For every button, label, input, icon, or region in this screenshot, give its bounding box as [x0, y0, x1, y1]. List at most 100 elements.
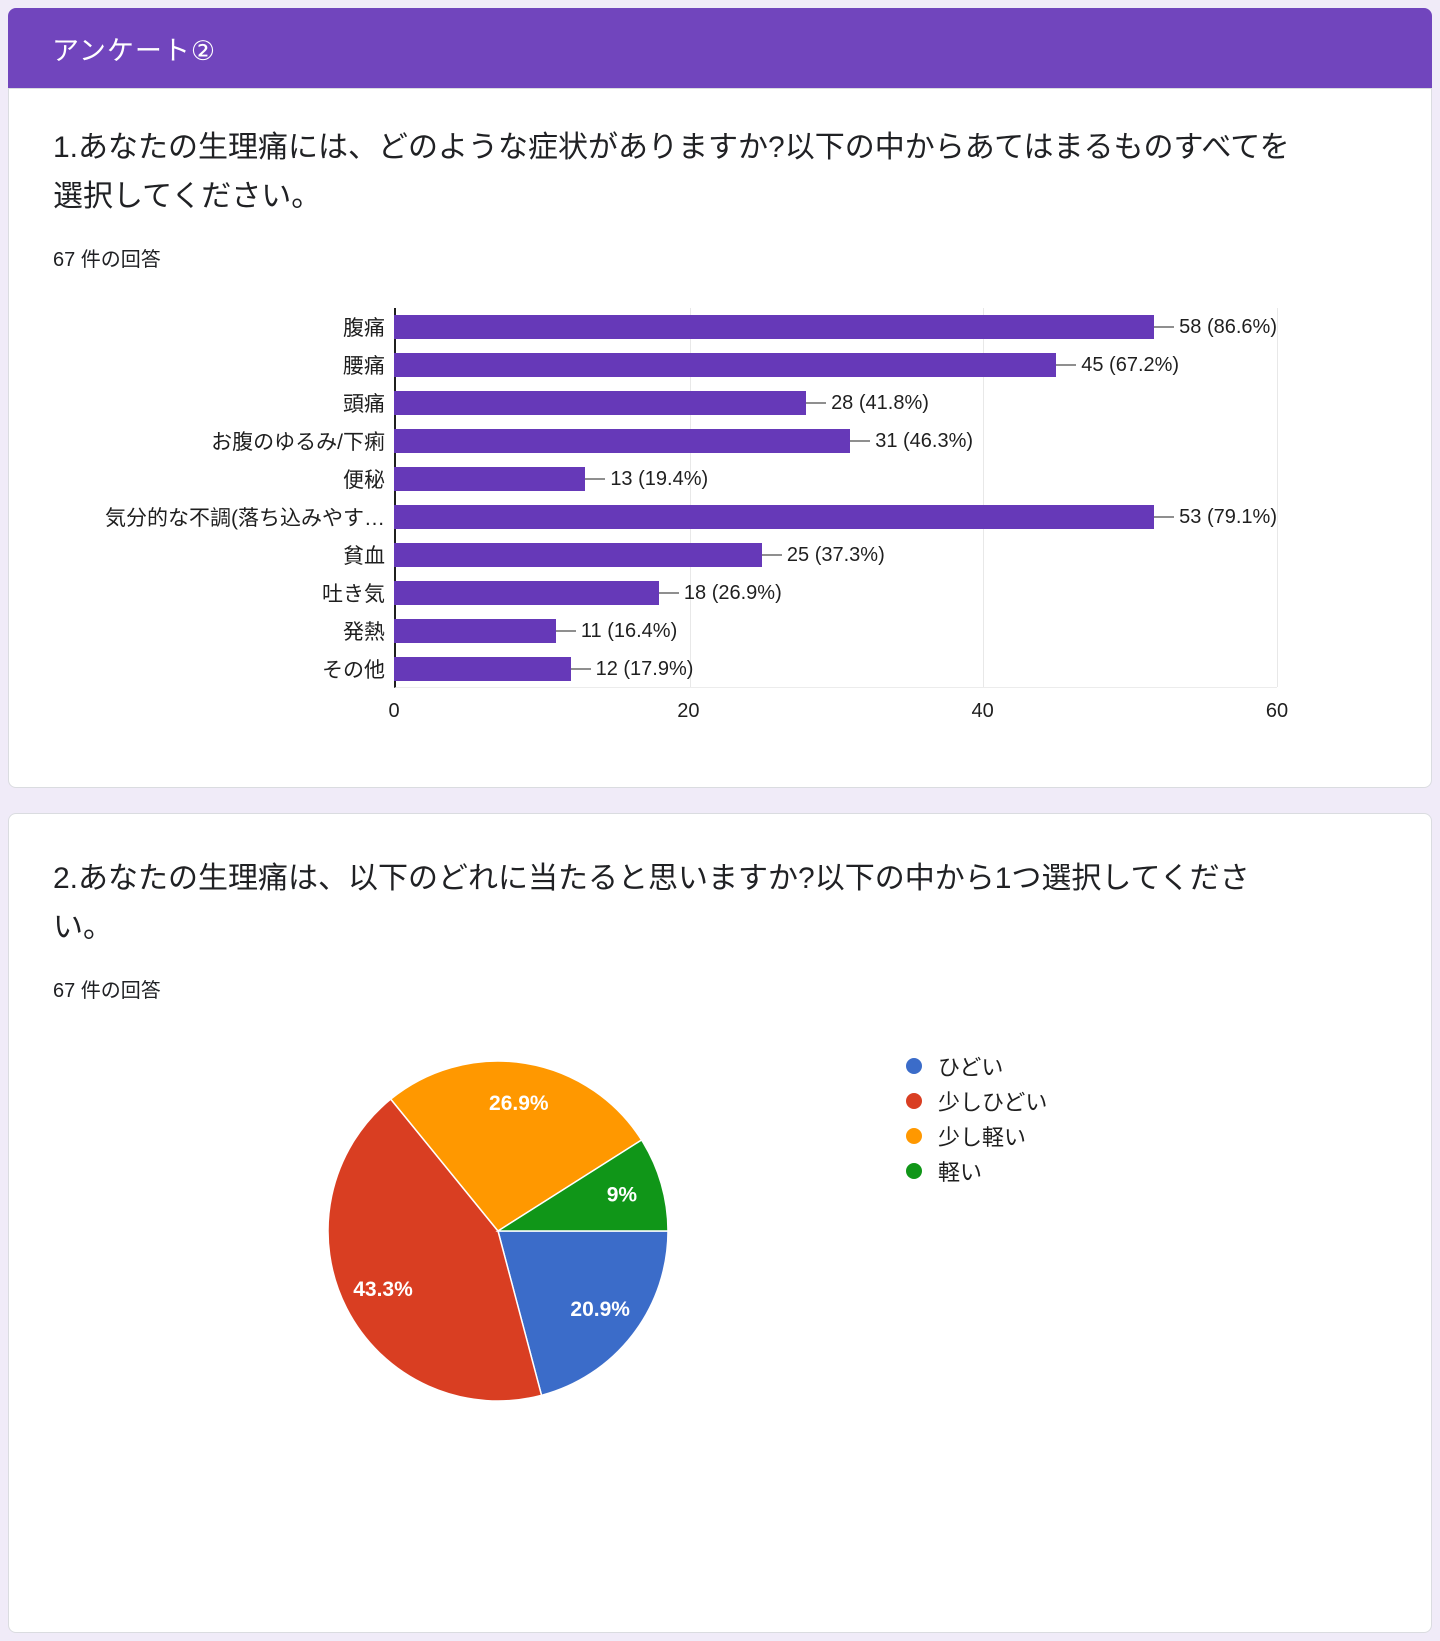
pie-legend: ひどい少しひどい少し軽い軽い — [906, 1055, 1047, 1411]
bar-connector-line — [1154, 516, 1175, 518]
bar-connector-line — [850, 440, 871, 442]
bar — [394, 353, 1057, 377]
bar-value-label: 18 (26.9%) — [683, 581, 782, 604]
grid-layer — [394, 308, 1278, 688]
bar-plot: 28 (41.8%) — [394, 391, 1277, 415]
bar-plot: 31 (46.3%) — [394, 429, 1277, 453]
bar — [394, 619, 556, 643]
legend-swatch — [906, 1058, 922, 1074]
question1-title-line2: 選択してください。 — [53, 180, 322, 213]
bar — [394, 543, 762, 567]
bar-rows: 腹痛 58 (86.6%) 腰痛 45 (67.2%) 頭痛 28 (41.8%) お腹のゆ… — [53, 308, 1387, 688]
bar-row: 吐き気 18 (26.9%) — [53, 574, 1387, 612]
bar-value-label: 45 (67.2%) — [1081, 353, 1180, 376]
bar-plot: 11 (16.4%) — [394, 619, 1277, 643]
legend-item: 少し軽い — [906, 1125, 1047, 1150]
question2-title: 2.あなたの生理痛は、以下のどれに当たると思いますか?以下の中から1つ選択してく… — [53, 854, 1387, 952]
x-axis-tick-label: 40 — [971, 700, 994, 722]
category-label: お腹のゆるみ/下痢 — [211, 431, 385, 454]
bar — [394, 657, 571, 681]
bar-value-label: 13 (19.4%) — [610, 467, 709, 490]
question2-title-line2: い。 — [53, 911, 113, 944]
category-label: 腰痛 — [343, 355, 385, 378]
category-label: 頭痛 — [343, 393, 385, 416]
legend-label: 少しひどい — [938, 1090, 1048, 1115]
legend-item: ひどい — [906, 1055, 1047, 1080]
legend-label: 少し軽い — [938, 1125, 1027, 1150]
pie-slice-label: 20.9% — [570, 1298, 630, 1321]
bar-plot: 58 (86.6%) — [394, 315, 1277, 339]
category-label: 便秘 — [343, 469, 385, 492]
question1-responses-count: 67 件の回答 — [53, 249, 161, 271]
bar — [394, 391, 807, 415]
bar-connector-line — [1056, 364, 1077, 366]
bar-row: 腹痛 58 (86.6%) — [53, 308, 1387, 346]
bar-row: その他 12 (17.9%) — [53, 650, 1387, 688]
question1-title-line1: 1.あなたの生理痛には、どのような症状がありますか?以下の中からあてはまるものす… — [53, 131, 1290, 164]
pie-section: 20.9% 43.3% 26.9% 9% ひどい少しひどい少し軽い軽い — [318, 1051, 1387, 1411]
bar-value-label: 28 (41.8%) — [831, 391, 929, 414]
question1-title: 1.あなたの生理痛には、どのような症状がありますか?以下の中からあてはまるものす… — [53, 123, 1387, 221]
bar-row: 腰痛 45 (67.2%) — [53, 346, 1387, 384]
legend-item: 軽い — [906, 1160, 1047, 1185]
legend-item: 少しひどい — [906, 1090, 1047, 1115]
bar-connector-line — [761, 554, 782, 556]
category-label: 腹痛 — [343, 317, 385, 340]
category-label: 発熱 — [343, 621, 385, 644]
bar — [394, 315, 1155, 339]
bar-value-label: 53 (79.1%) — [1179, 505, 1277, 528]
bar — [394, 581, 659, 605]
bar-plot: 45 (67.2%) — [394, 353, 1277, 377]
legend-label: 軽い — [938, 1160, 983, 1185]
legend-label: ひどい — [938, 1055, 1004, 1080]
bar — [394, 467, 586, 491]
legend-swatch — [906, 1093, 922, 1109]
gridline — [1277, 308, 1278, 687]
category-label: 貧血 — [343, 545, 385, 568]
bar-connector-line — [555, 630, 576, 632]
bar-row: 貧血 25 (37.3%) — [53, 536, 1387, 574]
bar-value-label: 11 (16.4%) — [580, 619, 678, 642]
bar-plot: 13 (19.4%) — [394, 467, 1277, 491]
pie-slice-label: 43.3% — [353, 1278, 413, 1301]
x-axis-tick-label: 0 — [388, 700, 400, 722]
bar — [394, 505, 1155, 529]
legend-swatch — [906, 1163, 922, 1179]
bar-row: 発熱 11 (16.4%) — [53, 612, 1387, 650]
bar-connector-line — [658, 592, 679, 594]
pie-slice — [497, 1230, 669, 1397]
bar-row: 頭痛 28 (41.8%) — [53, 384, 1387, 422]
bar-plot: 25 (37.3%) — [394, 543, 1277, 567]
bar-value-label: 58 (86.6%) — [1179, 315, 1277, 338]
form-header: アンケート② — [8, 8, 1432, 88]
bar — [394, 429, 851, 453]
gridline — [689, 308, 691, 687]
pie-slice-label: 9% — [607, 1184, 638, 1207]
bar-value-label: 25 (37.3%) — [786, 543, 885, 566]
category-label: 気分的な不調(落ち込みやす… — [105, 507, 385, 530]
form-title: アンケート② — [52, 35, 217, 66]
bar-connector-line — [1154, 326, 1175, 328]
bar-plot: 12 (17.9%) — [394, 657, 1277, 681]
bar-plot: 18 (26.9%) — [394, 581, 1277, 605]
pie-slice-label: 26.9% — [489, 1092, 549, 1115]
bar-chart: 腹痛 58 (86.6%) 腰痛 45 (67.2%) 頭痛 28 (41.8%) お腹のゆ… — [53, 308, 1387, 728]
bar-row: お腹のゆるみ/下痢 31 (46.3%) — [53, 422, 1387, 460]
pie-slice — [495, 1138, 669, 1232]
question2-card: 2.あなたの生理痛は、以下のどれに当たると思いますか?以下の中から1つ選択してく… — [8, 813, 1432, 1633]
question1-card: 1.あなたの生理痛には、どのような症状がありますか?以下の中からあてはまるものす… — [8, 88, 1432, 788]
bar-value-label: 31 (46.3%) — [875, 429, 974, 452]
x-axis-tick-label: 60 — [1265, 700, 1289, 722]
bar-row: 気分的な不調(落ち込みやす… 53 (79.1%) — [53, 498, 1387, 536]
pie-chart: 20.9% 43.3% 26.9% 9% — [327, 1060, 669, 1402]
bar-row: 便秘 13 (19.4%) — [53, 460, 1387, 498]
bar-plot: 53 (79.1%) — [394, 505, 1277, 529]
pie-slice — [389, 1060, 643, 1232]
legend-swatch — [906, 1128, 922, 1144]
bar-connector-line — [570, 668, 591, 670]
question2-responses-count: 67 件の回答 — [53, 980, 161, 1002]
x-axis-tick-label: 20 — [677, 700, 700, 722]
question2-title-line1: 2.あなたの生理痛は、以下のどれに当たると思いますか?以下の中から1つ選択してく… — [53, 862, 1250, 895]
gridline — [983, 308, 985, 687]
